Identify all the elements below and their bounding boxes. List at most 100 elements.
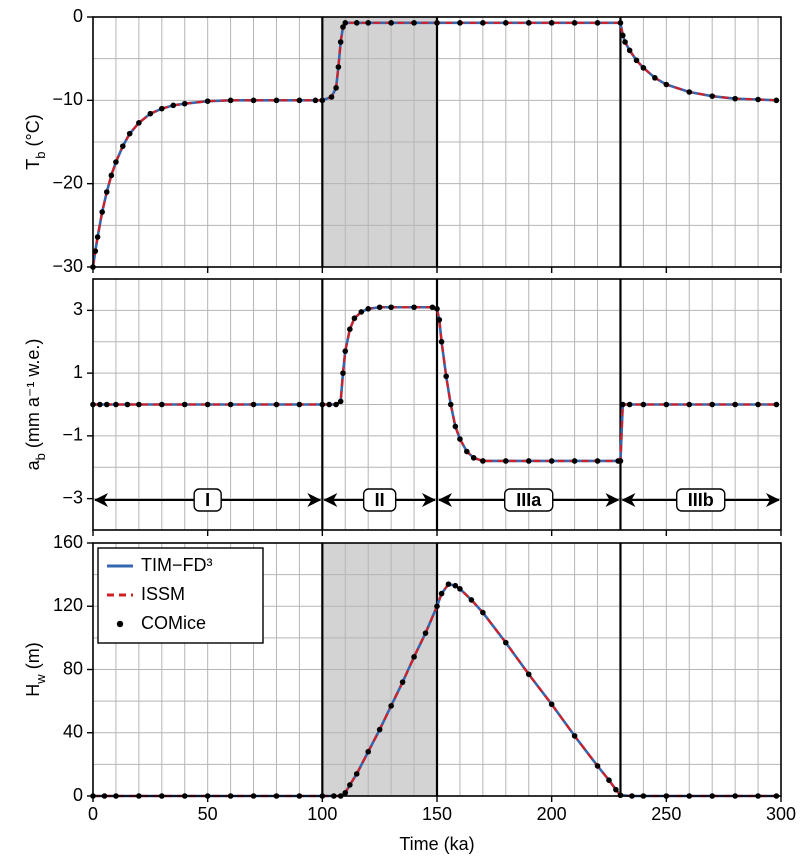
data-point: [617, 20, 624, 26]
data-point: [342, 790, 349, 796]
data-point: [159, 105, 165, 112]
data-point: [376, 304, 383, 311]
arrow-head: [422, 493, 436, 507]
x-tick-label: 250: [651, 804, 681, 824]
data-point: [181, 100, 188, 107]
data-point: [399, 679, 406, 685]
y-label-symbol: H: [23, 684, 43, 697]
data-point: [99, 209, 105, 215]
data-point: [548, 20, 555, 26]
data-point: [619, 401, 626, 408]
data-point: [755, 401, 761, 408]
data-point: [337, 398, 344, 405]
data-point: [353, 20, 360, 26]
phase-label: IIIb: [688, 490, 714, 510]
series-line: [93, 305, 777, 463]
data-point: [103, 189, 110, 195]
data-point: [457, 20, 463, 26]
phase-label-box: [362, 488, 397, 512]
data-point: [411, 304, 417, 311]
y-label-unit: (°C): [23, 114, 43, 151]
phase-label-box: [676, 488, 726, 512]
y-axis-label: ab (mm a⁻¹ w.e.): [23, 339, 48, 471]
x-tick-label: 100: [307, 804, 337, 824]
data-point: [452, 423, 459, 430]
data-point: [429, 304, 436, 311]
data-point: [443, 373, 449, 380]
data-point: [250, 97, 257, 104]
y-tick-label: −3: [62, 487, 83, 507]
phase-label: II: [375, 490, 385, 510]
data-point: [480, 458, 486, 464]
data-point: [319, 401, 326, 408]
data-point: [709, 401, 715, 408]
data-point: [468, 597, 475, 603]
data-point: [120, 143, 126, 149]
data-point: [358, 309, 365, 315]
data-point: [97, 401, 103, 408]
y-tick-label: −10: [52, 89, 83, 109]
data-point: [296, 97, 303, 104]
data-point: [434, 20, 440, 26]
data-point: [273, 401, 280, 408]
data-point: [159, 401, 165, 408]
arrow-head: [438, 493, 452, 507]
data-point: [204, 98, 211, 104]
data-point: [170, 102, 177, 109]
data-point: [273, 97, 280, 104]
data-point: [571, 20, 578, 26]
data-point: [434, 306, 440, 312]
data-point: [613, 786, 619, 793]
x-tick-label: 0: [88, 804, 98, 824]
data-point: [365, 306, 372, 312]
data-point: [457, 586, 463, 592]
data-point: [388, 703, 394, 709]
data-point: [326, 401, 333, 408]
data-point: [452, 582, 459, 589]
series-line: [93, 306, 777, 463]
data-point: [296, 401, 303, 408]
y-tick-label: 160: [53, 532, 83, 552]
data-point: [652, 75, 658, 81]
y-label-subscript: b: [33, 453, 48, 460]
x-axis-label: Time (ka): [399, 834, 474, 854]
data-point: [103, 401, 110, 408]
y-axis-label: Hw (m): [23, 642, 48, 696]
data-point: [457, 436, 463, 442]
data-point: [571, 458, 578, 464]
y-tick-label: 0: [73, 785, 83, 805]
phase-label: I: [205, 490, 210, 510]
data-point: [319, 97, 326, 104]
data-point: [773, 401, 780, 408]
data-point: [312, 97, 319, 104]
data-point: [525, 20, 532, 26]
data-point: [594, 763, 601, 769]
data-point: [686, 401, 693, 408]
data-point: [438, 590, 445, 597]
data-point: [347, 782, 353, 788]
data-point: [525, 671, 532, 678]
data-point: [365, 20, 372, 26]
data-point: [422, 630, 429, 636]
data-point: [376, 726, 383, 733]
data-point: [732, 401, 738, 408]
data-point: [342, 20, 349, 26]
data-point: [388, 20, 394, 26]
data-point: [663, 81, 670, 88]
data-point: [147, 110, 154, 117]
y-tick-label: −30: [52, 256, 83, 276]
data-point: [594, 20, 601, 26]
data-point: [124, 401, 131, 408]
arrow-head: [766, 493, 780, 507]
data-point: [227, 401, 234, 408]
data-point: [732, 95, 738, 102]
data-point: [92, 248, 99, 254]
data-point: [94, 234, 101, 240]
data-point: [606, 777, 612, 783]
data-point: [773, 97, 780, 104]
arrow-head: [307, 493, 322, 507]
data-point: [525, 458, 532, 464]
data-point: [619, 32, 626, 39]
data-point: [113, 401, 119, 408]
